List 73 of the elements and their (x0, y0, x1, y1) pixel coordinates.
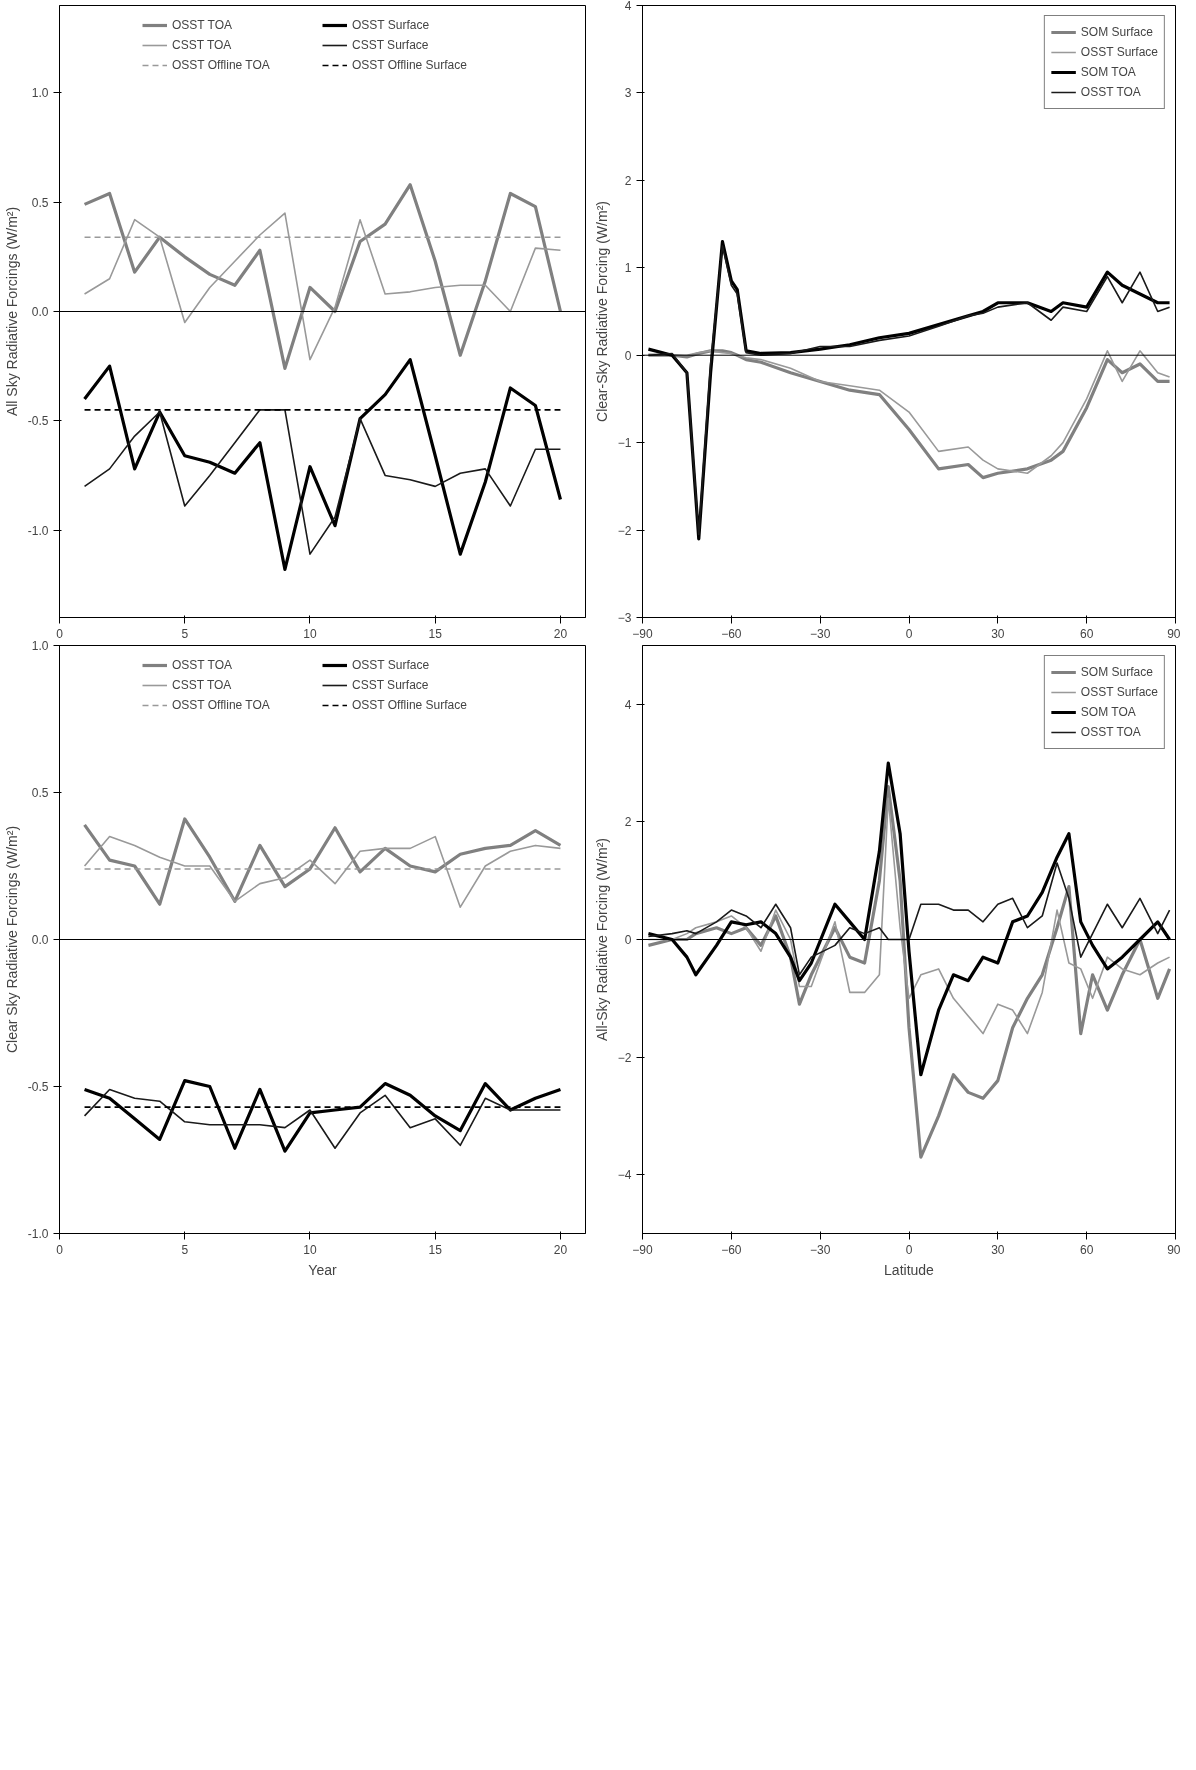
legend-label: OSST TOA (1080, 725, 1141, 739)
legend-label: OSST TOA (1080, 85, 1141, 99)
x-tick-label: 30 (991, 626, 1005, 641)
legend-label: CSST TOA (172, 38, 233, 52)
x-tick-label: 60 (1079, 626, 1094, 641)
legend-label: OSST TOA (172, 18, 234, 32)
legend-label: CSST Surface (352, 38, 430, 52)
x-tick-label: 15 (428, 1242, 443, 1257)
legend-label: OSST Offline Surface (352, 698, 468, 712)
x-axis-title: Latitude (884, 1261, 935, 1278)
y-tick-label: -1.0 (27, 523, 49, 538)
x-tick-label: 90 (1167, 626, 1181, 641)
legend-label: OSST Surface (352, 18, 431, 32)
x-axis-title: Year (308, 1261, 337, 1278)
legend-label: CSST TOA (172, 678, 233, 692)
legend-label: SOM TOA (1080, 65, 1136, 79)
x-tick-label: −60 (721, 1242, 742, 1257)
x-tick-label: 15 (428, 626, 443, 641)
legend-label: SOM Surface (1080, 665, 1153, 679)
x-tick-label: 0 (56, 626, 64, 641)
y-axis-title: Clear-Sky Radiative Forcing (W/m²) (593, 201, 610, 422)
x-tick-label: 10 (303, 1242, 317, 1257)
y-tick-label: 0 (624, 933, 632, 947)
y-tick-label: 3 (624, 86, 632, 101)
legend-label: SOM Surface (1080, 25, 1153, 39)
x-tick-label: −90 (632, 626, 653, 641)
y-tick-label: -0.5 (27, 1080, 49, 1094)
x-tick-label: −90 (632, 1242, 653, 1257)
y-tick-label: 1 (624, 261, 632, 276)
y-tick-label: 1.0 (31, 639, 49, 653)
legend-label: SOM TOA (1080, 705, 1136, 719)
y-tick-label: -1.0 (27, 1227, 49, 1241)
y-tick-label: −3 (617, 611, 632, 625)
x-tick-label: −30 (809, 1242, 831, 1257)
x-tick-label: −30 (809, 626, 831, 641)
legend-label: OSST Offline TOA (172, 698, 271, 712)
x-tick-label: 90 (1167, 1242, 1181, 1257)
y-axis-title: All Sky Radiative Forcings (W/m²) (3, 206, 20, 417)
legend-label: OSST Surface (1080, 685, 1158, 699)
y-tick-label: 0 (624, 348, 632, 363)
y-tick-label: −2 (617, 523, 632, 538)
x-tick-label: 20 (553, 1242, 568, 1257)
legend-label: OSST Surface (1080, 45, 1158, 59)
x-tick-label: 0 (56, 1242, 64, 1257)
x-tick-label: 10 (303, 626, 317, 641)
legend-label: OSST Offline TOA (172, 58, 271, 72)
x-tick-label: 30 (991, 1242, 1005, 1257)
y-axis-title: Clear Sky Radiative Forcings (W/m²) (3, 825, 20, 1054)
y-tick-label: 0.5 (31, 195, 49, 210)
y-tick-label: 4 (624, 0, 632, 13)
x-tick-label: 5 (181, 1242, 189, 1257)
y-tick-label: 0.0 (31, 305, 49, 319)
x-tick-label: 5 (181, 626, 189, 641)
y-axis-title: All-Sky Radiative Forcing (W/m²) (593, 837, 610, 1042)
legend-label: OSST Offline Surface (352, 58, 468, 72)
y-tick-label: 0.5 (31, 786, 49, 800)
x-tick-label: 0 (905, 626, 913, 641)
y-tick-label: −4 (617, 1168, 632, 1183)
y-tick-label: 2 (624, 173, 632, 188)
x-tick-label: 0 (905, 1242, 913, 1257)
y-tick-label: 2 (624, 815, 632, 830)
legend-label: OSST Surface (352, 658, 431, 672)
legend-label: CSST Surface (352, 678, 430, 692)
legend-label: OSST TOA (172, 658, 234, 672)
y-tick-label: -0.5 (27, 414, 49, 429)
y-tick-label: 0.0 (31, 933, 49, 947)
y-tick-label: −1 (617, 436, 632, 451)
x-tick-label: −60 (721, 626, 742, 641)
x-tick-label: 60 (1079, 1242, 1094, 1257)
y-tick-label: 4 (624, 697, 632, 712)
y-tick-label: 1.0 (31, 86, 49, 101)
x-tick-label: 20 (553, 626, 568, 641)
y-tick-label: −2 (617, 1050, 632, 1065)
